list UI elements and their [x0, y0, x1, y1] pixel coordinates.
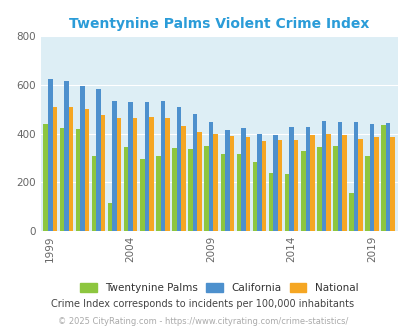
Bar [293, 140, 298, 231]
Bar [108, 203, 112, 231]
Bar [52, 107, 57, 231]
Bar [197, 132, 201, 231]
Bar [252, 162, 257, 231]
Bar [289, 127, 293, 231]
Bar [369, 124, 373, 231]
Bar [192, 114, 197, 231]
Bar [373, 137, 378, 231]
Bar [220, 154, 224, 231]
Bar [43, 124, 48, 231]
Bar [257, 134, 261, 231]
Bar [325, 134, 330, 231]
Bar [353, 122, 357, 231]
Title: Twentynine Palms Violent Crime Index: Twentynine Palms Violent Crime Index [69, 17, 369, 31]
Bar [68, 107, 73, 231]
Bar [96, 89, 100, 231]
Bar [140, 159, 144, 231]
Bar [144, 103, 149, 231]
Bar [181, 126, 185, 231]
Bar [80, 86, 85, 231]
Bar [309, 135, 314, 231]
Bar [348, 193, 353, 231]
Bar [381, 125, 385, 231]
Bar [241, 128, 245, 231]
Bar [236, 154, 241, 231]
Bar [209, 122, 213, 231]
Bar [316, 147, 321, 231]
Bar [333, 146, 337, 231]
Bar [390, 137, 394, 231]
Bar [60, 128, 64, 231]
Text: Crime Index corresponds to incidents per 100,000 inhabitants: Crime Index corresponds to incidents per… [51, 299, 354, 309]
Bar [165, 118, 169, 231]
Bar [75, 129, 80, 231]
Bar [213, 134, 217, 231]
Bar [337, 122, 341, 231]
Bar [188, 149, 192, 231]
Bar [172, 148, 176, 231]
Bar [128, 102, 133, 231]
Bar [305, 127, 309, 231]
Bar [100, 115, 105, 231]
Bar [300, 151, 305, 231]
Bar [268, 173, 273, 231]
Bar [357, 139, 362, 231]
Bar [284, 174, 289, 231]
Text: © 2025 CityRating.com - https://www.cityrating.com/crime-statistics/: © 2025 CityRating.com - https://www.city… [58, 317, 347, 326]
Legend: Twentynine Palms, California, National: Twentynine Palms, California, National [76, 279, 362, 297]
Bar [204, 146, 209, 231]
Bar [277, 140, 281, 231]
Bar [160, 101, 165, 231]
Bar [385, 123, 390, 231]
Bar [176, 107, 181, 231]
Bar [117, 118, 121, 231]
Bar [85, 109, 89, 231]
Bar [48, 80, 52, 231]
Bar [224, 130, 229, 231]
Bar [341, 135, 346, 231]
Bar [156, 155, 160, 231]
Bar [229, 136, 233, 231]
Bar [64, 81, 68, 231]
Bar [364, 156, 369, 231]
Bar [245, 137, 249, 231]
Bar [321, 121, 325, 231]
Bar [261, 142, 266, 231]
Bar [133, 118, 137, 231]
Bar [124, 147, 128, 231]
Bar [149, 116, 153, 231]
Bar [273, 135, 277, 231]
Bar [112, 101, 117, 231]
Bar [92, 155, 96, 231]
